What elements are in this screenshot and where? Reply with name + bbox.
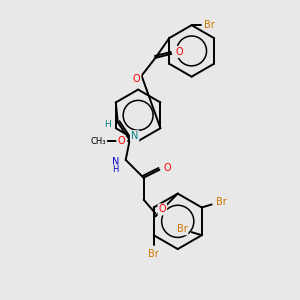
Text: Br: Br	[216, 196, 227, 206]
Text: Br: Br	[204, 20, 215, 30]
Text: O: O	[176, 47, 183, 57]
Text: H: H	[112, 165, 119, 174]
Text: O: O	[159, 204, 166, 214]
Text: N: N	[131, 131, 138, 141]
Text: O: O	[118, 136, 125, 146]
Text: H: H	[104, 120, 111, 129]
Text: Br: Br	[177, 224, 187, 234]
Text: O: O	[133, 74, 140, 84]
Text: N: N	[112, 157, 119, 167]
Text: CH₃: CH₃	[91, 136, 106, 146]
Text: O: O	[164, 163, 171, 173]
Text: Br: Br	[148, 249, 159, 259]
